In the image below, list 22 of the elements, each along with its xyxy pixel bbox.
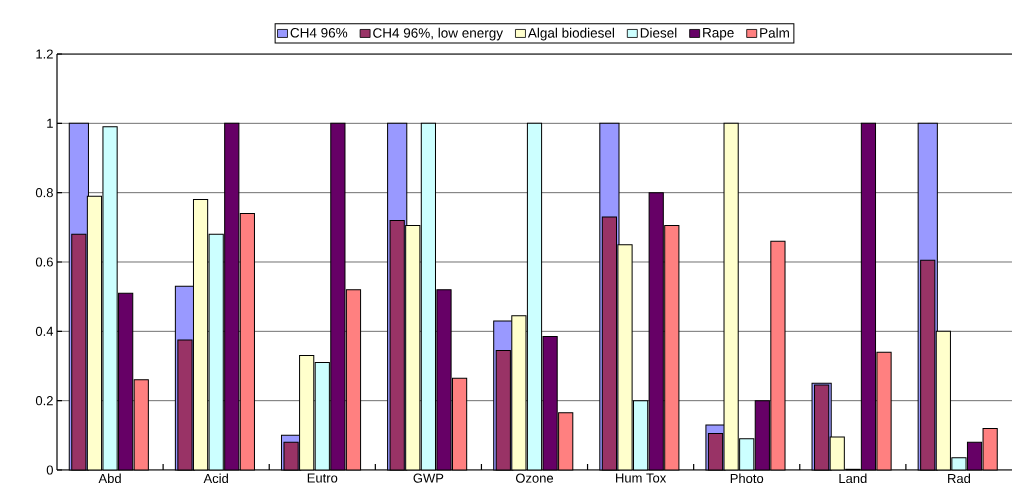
y-tick-label: 1 (47, 118, 53, 128)
x-tick-label: Eutro (307, 473, 338, 483)
x-tick-label: Rad (948, 473, 971, 484)
x-tick-label: Acid (203, 473, 228, 484)
legend-label: Palm (760, 27, 789, 38)
x-tick-label: GWP (413, 473, 444, 483)
x-tick-label: Land (839, 473, 867, 484)
y-tick-label: 0.4 (35, 326, 54, 336)
y-tick-label: 0 (46, 465, 53, 475)
y-tick-label: 0.2 (35, 396, 53, 406)
legend-label: CH4 96% (290, 28, 348, 38)
legend-label: CH4 96%, low energy (373, 27, 504, 41)
x-tick-label: Hum Tox (616, 473, 667, 483)
y-tick-label: 0.6 (35, 257, 53, 267)
y-tick-label: 1.2 (36, 49, 53, 59)
x-tick-label: Ozone (515, 473, 554, 483)
x-tick-label: Abd (98, 473, 121, 484)
x-tick-label: Photo (730, 473, 764, 484)
y-tick-label: 0.8 (35, 188, 53, 198)
legend-label: Rape (703, 28, 734, 41)
legend-label: Algal biodiesel (527, 27, 614, 41)
legend-label: Diesel (640, 27, 677, 38)
